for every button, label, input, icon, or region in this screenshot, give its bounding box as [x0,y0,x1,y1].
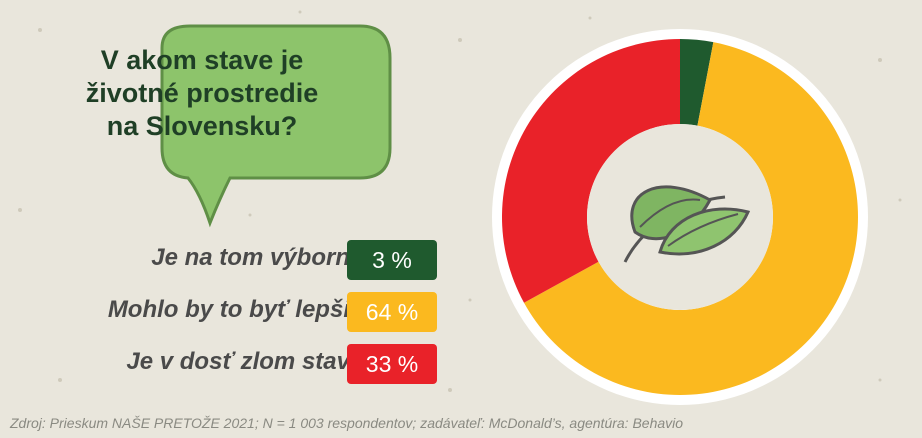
speech-bubble [160,24,392,228]
question-line-3: na Slovensku? [106,111,298,141]
question-heading: V akom stave je životné prostredie na Sl… [82,44,322,143]
legend-value-better: 64 % [347,292,437,332]
legend-label-bad: Je v dosť zlom stave. [126,348,370,375]
source-note: Zdroj: Prieskum NAŠE PRETOŽE 2021; N = 1… [10,415,684,431]
donut-chart [492,29,868,405]
question-line-1: V akom stave je [100,45,304,75]
legend-value-excellent: 3 % [347,240,437,280]
legend-row-excellent: Je na tom výborne. 3 % [40,240,440,280]
legend-row-better: Mohlo by to byť lepšie. 64 % [40,292,440,332]
donut-slice-excellent [680,39,714,126]
legend-label-excellent: Je na tom výborne. [151,244,370,271]
legend-label-better: Mohlo by to byť lepšie. [107,296,370,323]
question-line-2: životné prostredie [85,78,319,108]
legend-row-bad: Je v dosť zlom stave. 33 % [40,344,440,384]
donut-slice-bad [501,39,680,303]
donut-slices [501,39,858,396]
legend-value-bad: 33 % [347,344,437,384]
leaf-icon [623,185,751,263]
donut-slice-better [524,42,858,396]
